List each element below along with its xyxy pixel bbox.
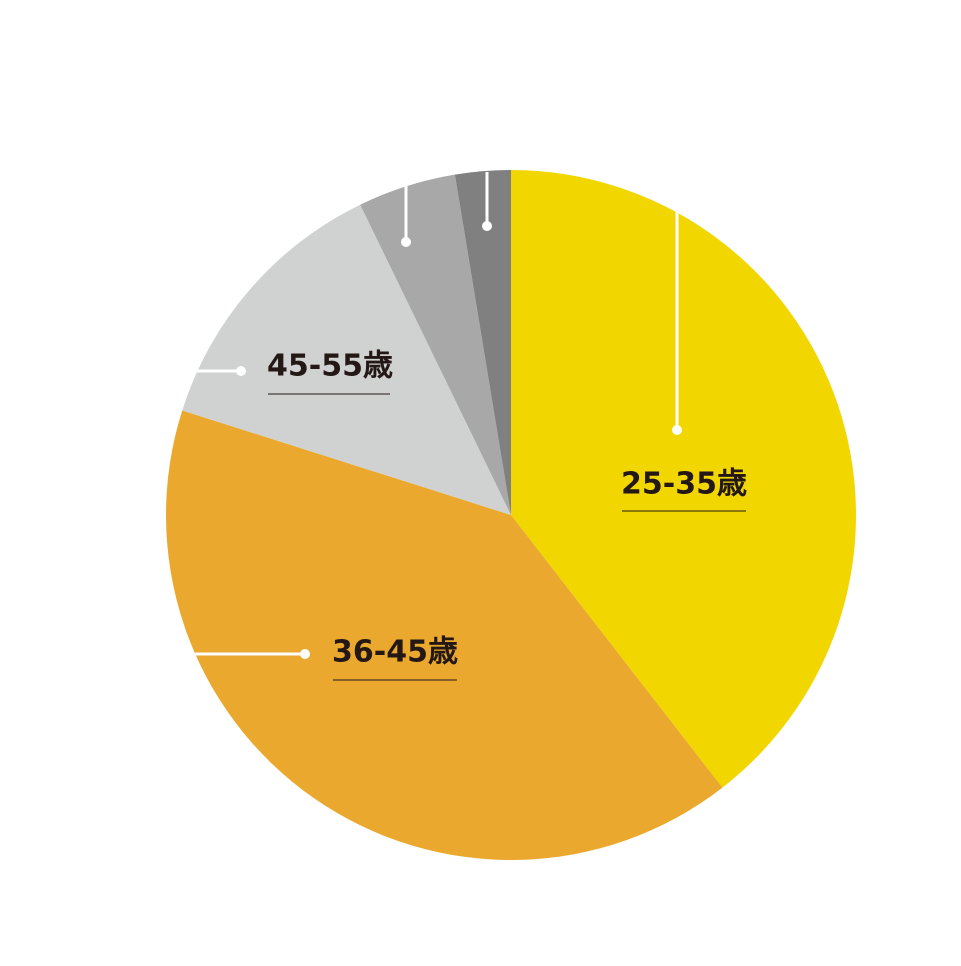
slice-label: 45-55歳 [267, 349, 393, 384]
leader-dot [672, 425, 682, 435]
pie-slice [182, 204, 512, 515]
leader-dot [482, 221, 492, 231]
leader-dot [300, 649, 310, 659]
pie-slice [511, 170, 857, 788]
leader-dot [401, 237, 411, 247]
slice-label: 25-35歳 [621, 467, 747, 502]
pie-slice [165, 410, 723, 860]
leader-dot [236, 366, 246, 376]
pie-slice [360, 174, 511, 515]
slice-label: 36-45歳 [332, 635, 458, 670]
pie-slice [454, 170, 511, 515]
